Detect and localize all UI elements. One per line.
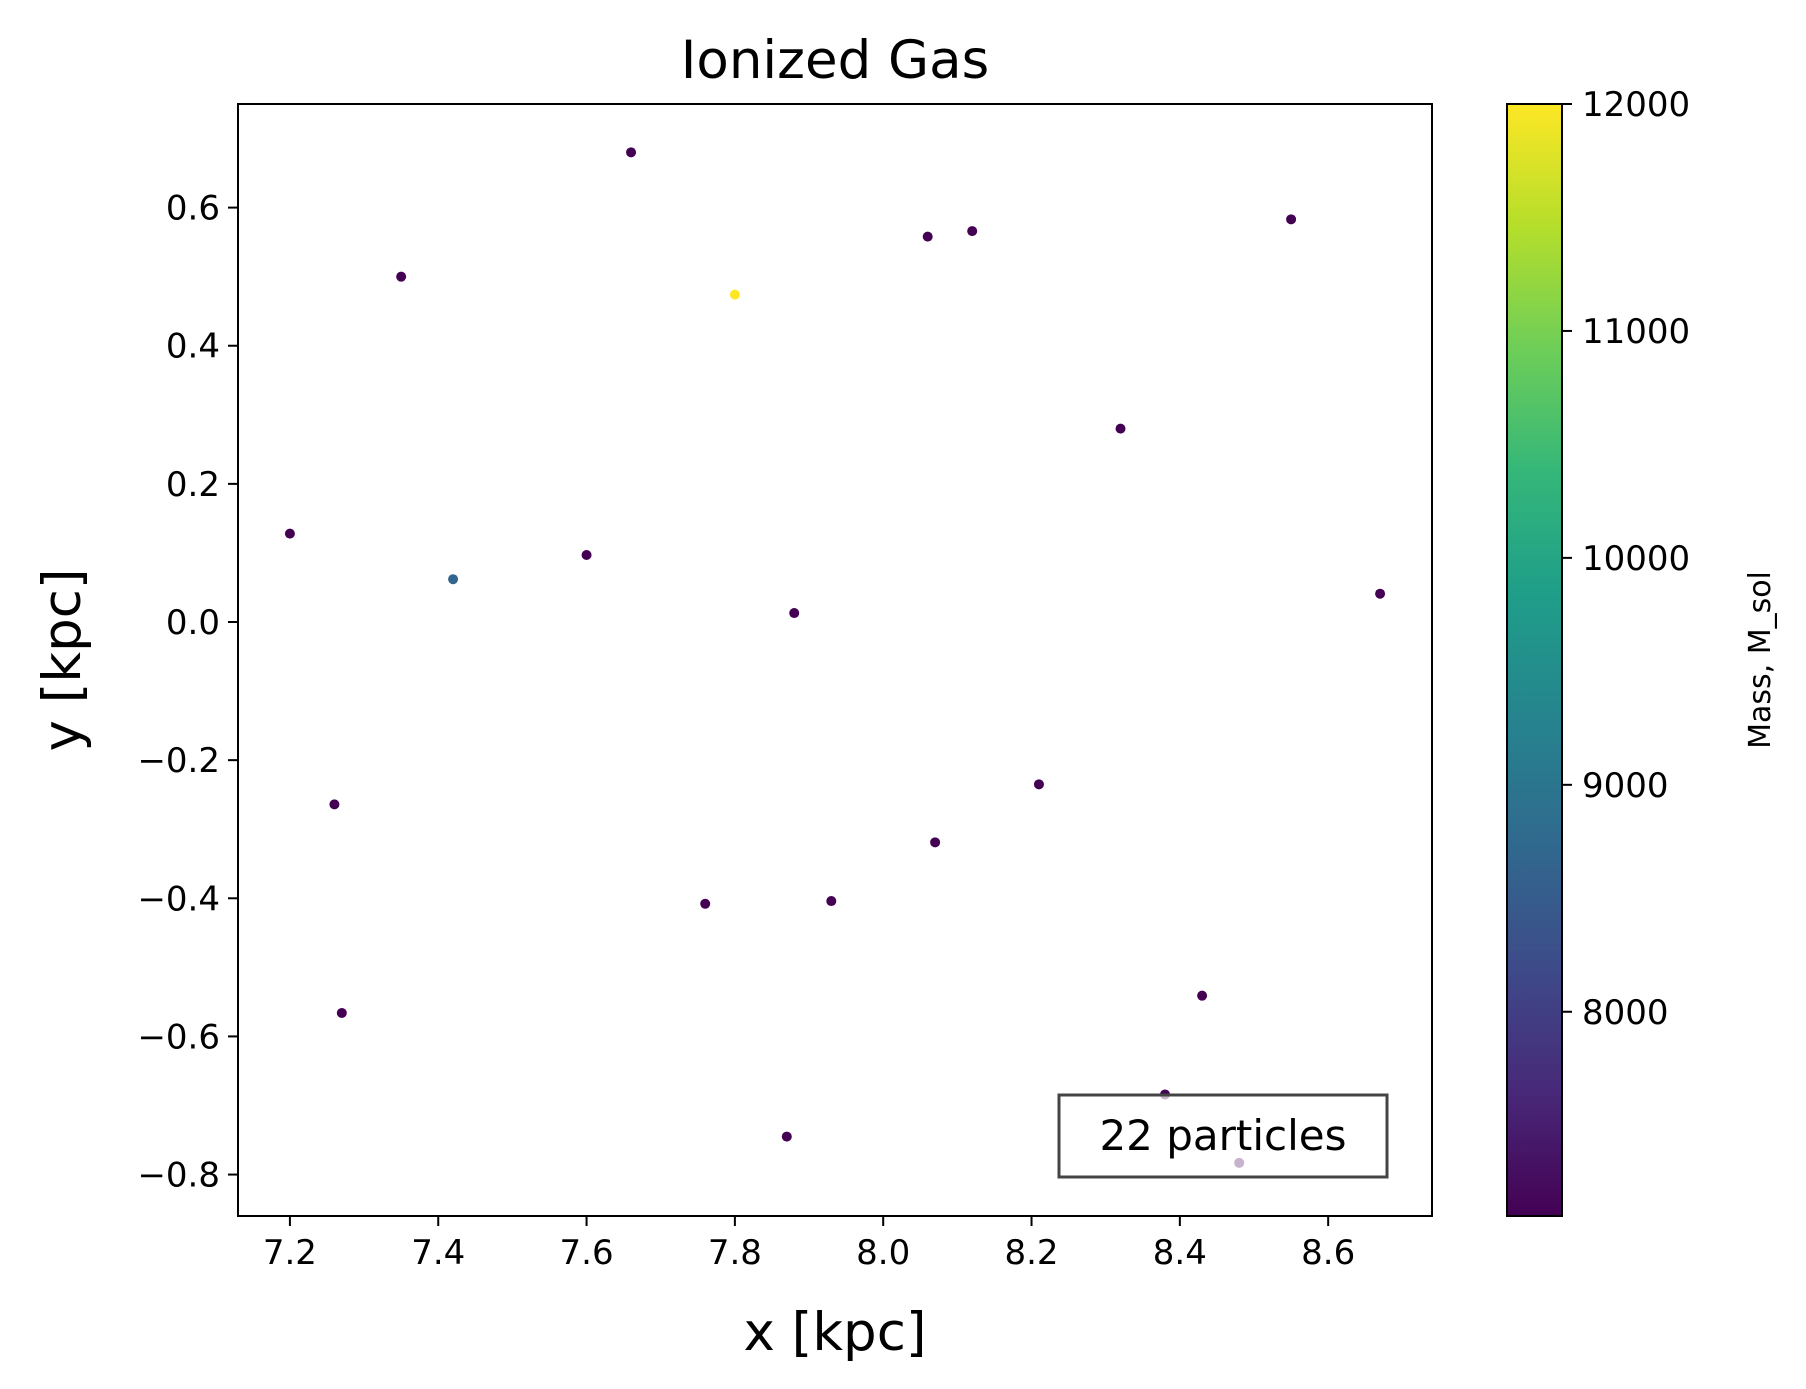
data-point: [284, 528, 295, 539]
y-tick-label: −0.6: [137, 1017, 220, 1057]
data-point: [1375, 588, 1386, 599]
annotation-text: 22 particles: [1099, 1111, 1346, 1160]
colorbar-tick-label: 12000: [1582, 85, 1690, 125]
data-point: [700, 898, 711, 909]
y-tick-label: −0.2: [137, 741, 220, 781]
data-points: [284, 147, 1386, 1168]
colorbar-tick-label: 10000: [1582, 539, 1690, 579]
colorbar: 8000 9000 10000 11000 12000 Mass, M_sol: [1506, 85, 1778, 1217]
data-point: [922, 231, 933, 242]
x-tick-label: 7.4: [411, 1233, 465, 1273]
data-point: [336, 1007, 347, 1018]
colorbar-tick-label: 9000: [1582, 766, 1669, 806]
data-point: [396, 271, 407, 282]
x-axis-ticks: 7.2 7.4 7.6 7.8 8.0 8.2 8.4 8.6: [263, 1216, 1355, 1273]
colorbar-label: Mass, M_sol: [1743, 571, 1778, 749]
data-point: [1286, 214, 1297, 225]
particle-count-annotation: 22 particles: [1057, 1093, 1389, 1179]
data-point: [930, 837, 941, 848]
data-point: [967, 226, 978, 237]
y-tick-label: 0.0: [166, 603, 220, 643]
data-point: [329, 799, 340, 810]
annotation-box: [1057, 1093, 1389, 1179]
x-axis-label: x [kpc]: [743, 1302, 926, 1363]
colorbar-tick-label: 8000: [1582, 993, 1669, 1033]
colorbar-gradient: [1507, 104, 1562, 1216]
colorbar-ticks: 8000 9000 10000 11000 12000: [1562, 85, 1690, 1033]
data-point: [1033, 779, 1044, 790]
y-axis-ticks: −0.8 −0.6 −0.4 −0.2 0.0 0.2 0.4 0.6: [137, 189, 238, 1196]
colorbar-frame: [1506, 103, 1563, 1217]
x-tick-label: 7.8: [708, 1233, 762, 1273]
data-point: [581, 550, 592, 561]
x-tick-label: 8.4: [1153, 1233, 1207, 1273]
plot-area: [238, 104, 1432, 1216]
y-tick-label: 0.6: [166, 189, 220, 229]
data-point: [826, 896, 837, 907]
y-tick-label: 0.4: [166, 327, 220, 367]
data-point: [1197, 990, 1208, 1001]
x-tick-label: 7.6: [560, 1233, 614, 1273]
plot-frame: [237, 103, 1433, 1217]
x-tick-label: 8.2: [1004, 1233, 1058, 1273]
x-tick-label: 7.2: [263, 1233, 317, 1273]
y-tick-label: −0.4: [137, 879, 220, 919]
y-tick-label: 0.2: [166, 465, 220, 505]
y-tick-label: −0.8: [137, 1156, 220, 1196]
data-point: [781, 1131, 792, 1142]
data-point: [729, 289, 740, 300]
data-point: [1115, 423, 1126, 434]
data-point: [448, 574, 459, 585]
x-tick-label: 8.0: [856, 1233, 910, 1273]
chart-title: Ionized Gas: [681, 30, 989, 91]
colorbar-tick-label: 11000: [1582, 312, 1690, 352]
data-point: [626, 147, 637, 158]
y-axis-label: y [kpc]: [32, 568, 93, 751]
x-tick-label: 8.6: [1301, 1233, 1355, 1273]
data-point: [789, 608, 800, 619]
